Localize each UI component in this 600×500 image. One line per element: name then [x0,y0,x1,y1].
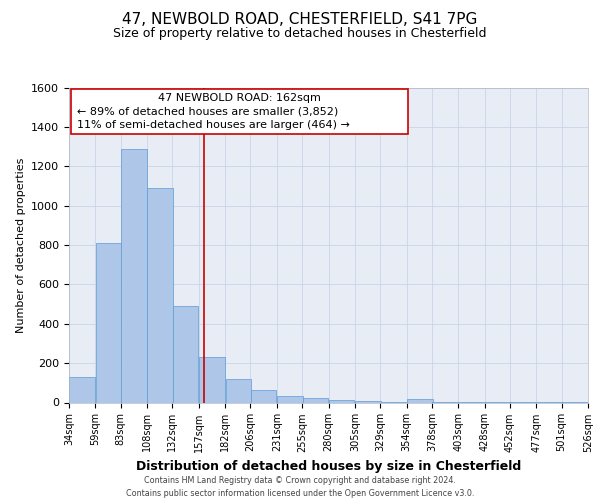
Bar [148,188,173,402]
Bar [70,377,95,402]
Y-axis label: Number of detached properties: Number of detached properties [16,158,26,332]
FancyBboxPatch shape [71,90,407,134]
Bar [226,379,251,402]
Bar [407,398,433,402]
Text: 47 NEWBOLD ROAD: 162sqm: 47 NEWBOLD ROAD: 162sqm [158,94,321,104]
Text: 11% of semi-detached houses are larger (464) →: 11% of semi-detached houses are larger (… [77,120,350,130]
Bar [251,390,277,402]
Bar [199,357,224,403]
Bar [121,148,146,402]
Bar [277,396,303,402]
Bar [173,306,199,402]
Bar [302,398,328,402]
X-axis label: Distribution of detached houses by size in Chesterfield: Distribution of detached houses by size … [136,460,521,473]
Bar [329,400,355,402]
Text: 47, NEWBOLD ROAD, CHESTERFIELD, S41 7PG: 47, NEWBOLD ROAD, CHESTERFIELD, S41 7PG [122,12,478,28]
Text: Size of property relative to detached houses in Chesterfield: Size of property relative to detached ho… [113,28,487,40]
Text: ← 89% of detached houses are smaller (3,852): ← 89% of detached houses are smaller (3,… [77,106,338,116]
Bar [355,400,381,402]
Text: Contains HM Land Registry data © Crown copyright and database right 2024.
Contai: Contains HM Land Registry data © Crown c… [126,476,474,498]
Bar [96,243,121,402]
